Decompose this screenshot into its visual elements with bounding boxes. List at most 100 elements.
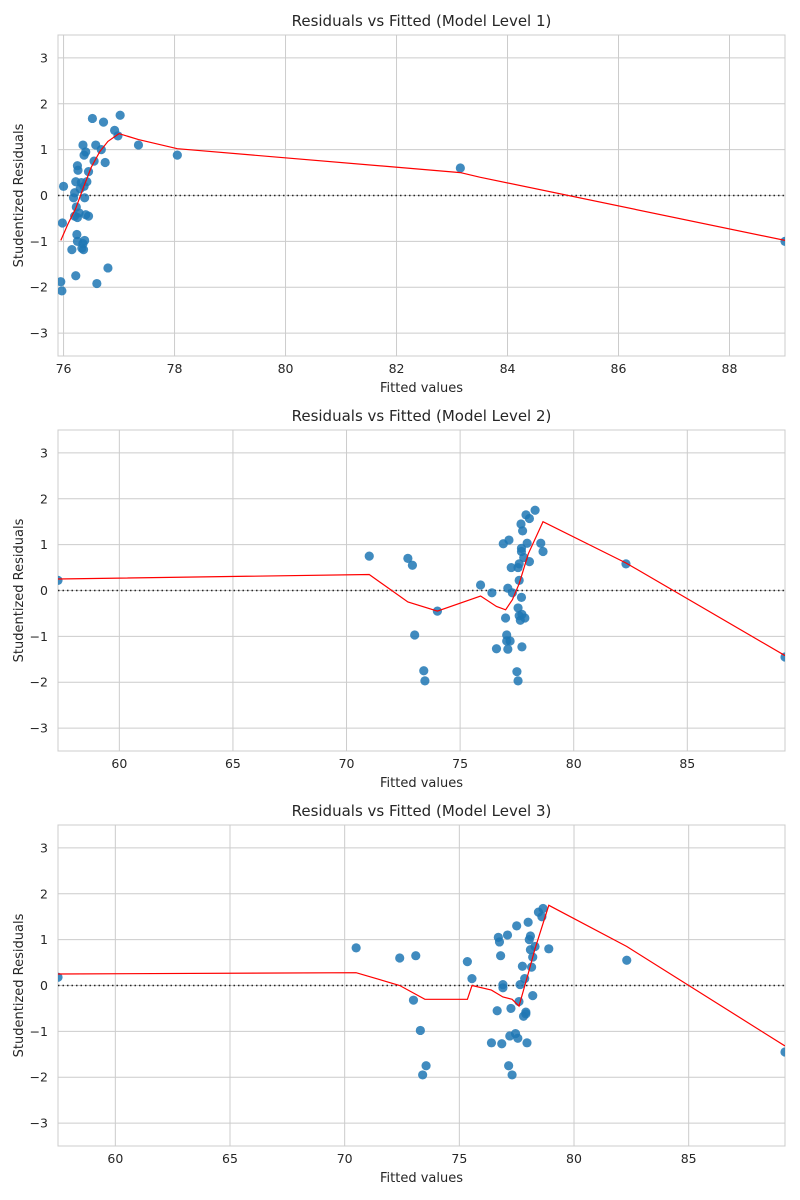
y-tick-label: 3 xyxy=(40,445,48,460)
data-point xyxy=(622,955,632,965)
data-point xyxy=(98,117,109,127)
y-tick-label: −1 xyxy=(30,234,48,249)
data-point xyxy=(516,592,527,602)
data-point xyxy=(502,930,513,940)
data-point xyxy=(80,193,90,203)
gridlines xyxy=(58,35,785,356)
data-point xyxy=(78,245,89,255)
y-axis-label: Studentized Residuals xyxy=(12,913,27,1057)
data-point xyxy=(523,917,533,927)
x-tick-label: 60 xyxy=(111,756,127,771)
data-point xyxy=(87,113,98,124)
x-tick-label: 80 xyxy=(566,756,582,771)
data-point xyxy=(58,218,68,228)
data-point xyxy=(497,1039,507,1049)
x-tick-label: 88 xyxy=(722,361,738,376)
data-point xyxy=(467,974,477,984)
data-point xyxy=(494,937,505,947)
x-tick-label: 76 xyxy=(56,361,72,376)
y-tick-label: −2 xyxy=(30,1070,48,1085)
data-point xyxy=(58,181,69,191)
data-point xyxy=(526,962,537,972)
data-point xyxy=(525,931,536,941)
data-point xyxy=(528,990,538,1001)
data-point xyxy=(58,575,63,586)
y-tick-label: 1 xyxy=(40,142,48,157)
data-point xyxy=(514,559,524,569)
data-point xyxy=(487,588,497,598)
data-point xyxy=(411,951,421,961)
data-point xyxy=(71,271,81,281)
data-point xyxy=(418,1070,428,1080)
x-tick-label: 85 xyxy=(681,1151,697,1166)
data-point xyxy=(475,580,486,590)
x-tick-label: 75 xyxy=(452,756,468,771)
data-point xyxy=(621,559,631,569)
data-point xyxy=(407,560,418,570)
data-point xyxy=(133,140,144,150)
data-point xyxy=(103,263,113,273)
data-point xyxy=(486,1038,497,1048)
x-tick-label: 80 xyxy=(566,1151,582,1166)
data-point xyxy=(73,165,83,175)
data-point xyxy=(517,642,527,652)
x-axis-label: Fitted values xyxy=(380,1171,463,1186)
y-tick-label: −3 xyxy=(30,721,48,736)
data-point xyxy=(67,245,77,255)
data-point xyxy=(517,961,528,971)
data-point xyxy=(78,140,88,150)
x-tick-label: 85 xyxy=(679,756,695,771)
x-tick-label: 82 xyxy=(389,361,405,376)
data-point xyxy=(492,1006,502,1016)
lowess-fit-line xyxy=(58,520,785,657)
data-point xyxy=(524,513,535,524)
data-point xyxy=(530,941,540,952)
y-tick-label: −2 xyxy=(30,280,48,295)
data-point xyxy=(544,944,554,954)
data-point xyxy=(419,666,429,676)
y-tick-label: 0 xyxy=(40,978,48,993)
y-tick-label: 3 xyxy=(40,840,48,855)
data-point xyxy=(80,235,90,246)
data-point xyxy=(172,150,182,160)
y-tick-label: 0 xyxy=(40,188,48,203)
data-point xyxy=(491,644,502,654)
data-point xyxy=(72,229,82,240)
x-tick-label: 84 xyxy=(500,361,516,376)
data-point xyxy=(421,1061,431,1071)
data-point xyxy=(504,535,514,545)
data-point xyxy=(462,957,472,967)
data-point xyxy=(92,278,102,289)
chart-title: Residuals vs Fitted (Model Level 1) xyxy=(292,12,552,30)
data-point xyxy=(780,1047,785,1057)
scatter-points xyxy=(58,505,785,686)
lowess-fit-line xyxy=(60,132,785,241)
scatter-points xyxy=(58,110,785,296)
data-point xyxy=(503,644,513,654)
residual-plot-3: 60 65 70 75 80 85 −3 −2 −1 0 1 2 3 Residuals vs Fitte… xyxy=(12,802,786,1186)
data-point xyxy=(536,538,546,548)
data-point xyxy=(415,1025,425,1036)
x-axis-label: Fitted values xyxy=(380,776,463,791)
x-tick-label: 78 xyxy=(167,361,183,376)
x-tick-label: 65 xyxy=(225,756,241,771)
data-point xyxy=(58,277,66,287)
x-tick-label: 86 xyxy=(611,361,627,376)
data-point xyxy=(100,157,110,168)
x-tick-label: 70 xyxy=(337,1151,353,1166)
residual-plot-2: 60 65 70 75 80 85 −3 −2 −1 0 1 2 3 Residuals vs Fitte… xyxy=(12,407,786,791)
y-tick-label: 2 xyxy=(40,491,48,506)
data-point xyxy=(507,1070,517,1080)
data-point xyxy=(512,667,522,677)
scatter-points xyxy=(58,903,785,1080)
data-point xyxy=(364,551,374,561)
data-point xyxy=(521,1009,531,1019)
x-tick-label: 80 xyxy=(278,361,294,376)
data-point xyxy=(512,921,522,931)
data-point xyxy=(516,519,526,529)
y-axis-label: Studentized Residuals xyxy=(12,518,27,662)
y-tick-label: −1 xyxy=(30,1024,48,1039)
data-point xyxy=(58,972,63,982)
data-point xyxy=(408,995,419,1005)
